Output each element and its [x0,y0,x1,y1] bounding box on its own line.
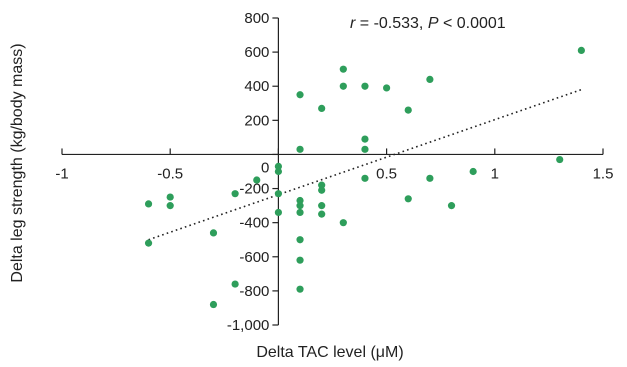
data-point [296,236,304,244]
data-point [166,193,174,201]
y-tick-label: -1,000 [227,317,270,334]
data-points [144,46,585,309]
data-point [296,208,304,217]
data-point [296,196,304,205]
data-point [274,190,282,198]
origin-label: 0 [261,159,269,176]
data-point [318,181,326,189]
x-tick-label: 1 [491,165,499,182]
data-point [209,229,218,237]
data-point [318,210,326,218]
data-point [426,75,434,83]
y-tick-label: 400 [244,78,269,95]
data-point [426,174,434,182]
y-tick-label: -200 [239,181,269,198]
data-point [318,202,326,210]
y-tick-label: -600 [239,249,269,266]
data-point [144,239,153,247]
x-tick-label: 1.5 [593,165,614,182]
x-tick-label: 0.5 [376,165,397,182]
r-value: = -0.533, [355,15,428,32]
data-point [231,280,239,288]
y-tick-label: 800 [244,10,269,27]
data-point [274,162,282,170]
y-tick-label: 200 [244,112,269,129]
data-point [274,167,282,176]
y-tick-label: 600 [244,44,269,61]
y-tick-label: -400 [239,215,269,232]
x-axis-title: Delta TAC level (μM) [256,344,403,361]
data-point [404,195,412,203]
data-point [296,145,304,153]
data-point [361,145,369,153]
data-point [318,104,326,112]
data-point [231,190,239,198]
data-point [469,167,477,176]
data-point [296,256,304,264]
data-point [296,202,304,210]
p-symbol: P [428,15,439,32]
data-point [339,65,347,73]
y-axis-title: Delta leg strength (kg/body mass) [9,43,26,282]
data-point [361,82,369,90]
data-point [339,219,347,227]
data-point [209,300,218,309]
y-tick-label: -800 [239,283,269,300]
r-symbol: r [350,15,356,32]
data-point [361,174,369,182]
p-value: < 0.0001 [439,15,506,32]
data-point [339,82,347,90]
data-point [318,186,326,194]
data-point [144,200,153,208]
trendline-group [148,88,582,241]
data-point [383,84,391,92]
data-point [404,106,412,114]
data-point [296,91,304,99]
data-point [447,202,456,210]
trendline [148,88,582,241]
data-point [253,176,261,184]
axes: -1 -0.5 0.5 1 1.5 800 600 400 200 -200 -400 -600 -80… [55,10,613,334]
data-point [361,135,369,143]
data-point [296,285,304,293]
data-point [577,46,585,55]
correlation-annotation: r = -0.533, P < 0.0001 [350,15,506,32]
x-tick-label: -0.5 [157,165,183,182]
data-point [166,202,174,210]
data-point [556,155,564,164]
data-point [274,208,282,217]
x-tick-label: -1 [55,165,68,182]
